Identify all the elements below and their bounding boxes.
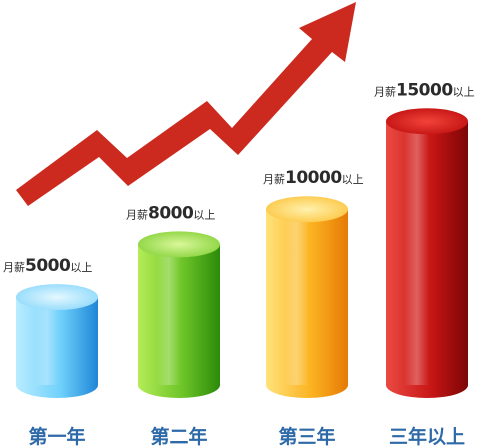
bar-shine-4 <box>404 121 430 386</box>
data-label-suffix: 以上 <box>193 208 215 221</box>
category-label-4: 三年以上 <box>389 425 465 448</box>
bar-top-2 <box>138 231 220 258</box>
bar-shine-2 <box>156 244 182 385</box>
data-label-value: 5000 <box>25 256 71 276</box>
data-label-prefix: 月薪 <box>374 85 396 98</box>
data-label-1: 月薪5000以上 <box>3 256 92 276</box>
trend-arrow <box>16 2 356 206</box>
data-label-value: 8000 <box>148 203 194 223</box>
data-label-suffix: 以上 <box>342 173 364 186</box>
data-label-suffix: 以上 <box>453 85 475 98</box>
data-label-suffix: 以上 <box>70 261 92 274</box>
bar-1 <box>16 284 98 398</box>
category-label-2: 第二年 <box>150 425 207 448</box>
data-label-prefix: 月薪 <box>3 261 25 274</box>
bar-3 <box>266 196 348 398</box>
bar-4 <box>386 108 468 399</box>
data-label-value: 10000 <box>285 168 342 188</box>
category-label-1: 第一年 <box>28 425 85 448</box>
data-label-value: 15000 <box>396 80 453 100</box>
data-label-prefix: 月薪 <box>126 208 148 221</box>
bar-2 <box>138 231 220 398</box>
bar-shine-1 <box>34 297 60 385</box>
bar-shine-3 <box>284 209 310 385</box>
data-label-prefix: 月薪 <box>263 173 285 186</box>
data-label-2: 月薪8000以上 <box>126 203 215 223</box>
data-label-4: 月薪15000以上 <box>374 80 475 100</box>
category-label-3: 第三年 <box>278 425 335 448</box>
bar-top-3 <box>266 196 348 223</box>
data-label-3: 月薪10000以上 <box>263 168 364 188</box>
bar-top-4 <box>386 108 468 135</box>
bar-top-1 <box>16 284 98 311</box>
